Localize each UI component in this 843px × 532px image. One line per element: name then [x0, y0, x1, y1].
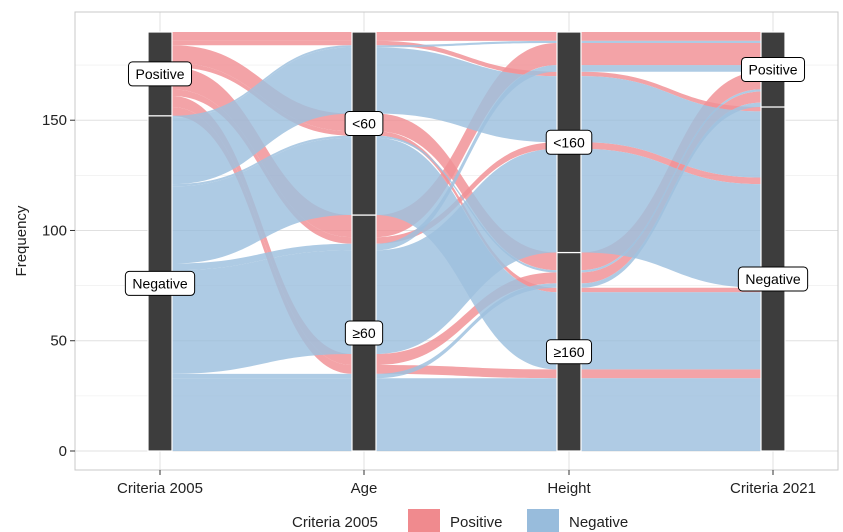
flows — [172, 32, 761, 451]
y-tick-label: 50 — [50, 333, 67, 350]
flow-negative — [172, 378, 761, 451]
stratum-label: ≥60 — [345, 321, 382, 345]
x-tick-label: Criteria 2005 — [117, 480, 203, 497]
stratum-label: Negative — [738, 267, 807, 291]
legend-title: Criteria 2005 — [292, 514, 378, 531]
legend-label-positive: Positive — [450, 514, 503, 531]
stratum-label-text: ≥160 — [553, 344, 584, 360]
stratum-label-text: <60 — [352, 116, 376, 132]
flow-positive — [172, 32, 761, 41]
stratum-label: <160 — [546, 130, 592, 154]
stratum-label-text: <160 — [553, 134, 585, 150]
stratum-label-text: ≥60 — [352, 325, 375, 341]
legend-label-negative: Negative — [569, 514, 628, 531]
x-tick-label: Age — [351, 480, 378, 497]
y-axis: 0 50 100 150 — [42, 112, 75, 460]
x-tick-label: Criteria 2021 — [730, 480, 816, 497]
stratum-label: <60 — [345, 112, 383, 136]
legend: Criteria 2005 Positive Negative — [292, 509, 628, 532]
stratum-label: Positive — [128, 62, 191, 86]
x-tick-label: Height — [547, 480, 591, 497]
legend-swatch-negative — [527, 509, 559, 532]
stratum-label-text: Negative — [132, 275, 187, 291]
stratum-label-text: Positive — [748, 61, 797, 77]
y-tick-label: 150 — [42, 112, 67, 129]
stratum-label: ≥160 — [546, 340, 591, 364]
stratum-label-text: Positive — [135, 66, 184, 82]
x-axis: Criteria 2005 Age Height Criteria 2021 — [117, 470, 816, 497]
stratum-label: Negative — [125, 271, 194, 295]
y-axis-title: Frequency — [13, 205, 30, 276]
stratum-label-text: Negative — [745, 271, 800, 287]
y-tick-label: 100 — [42, 222, 67, 239]
legend-swatch-positive — [408, 509, 440, 532]
stratum-label: Positive — [741, 57, 804, 81]
y-tick-label: 0 — [59, 443, 67, 460]
